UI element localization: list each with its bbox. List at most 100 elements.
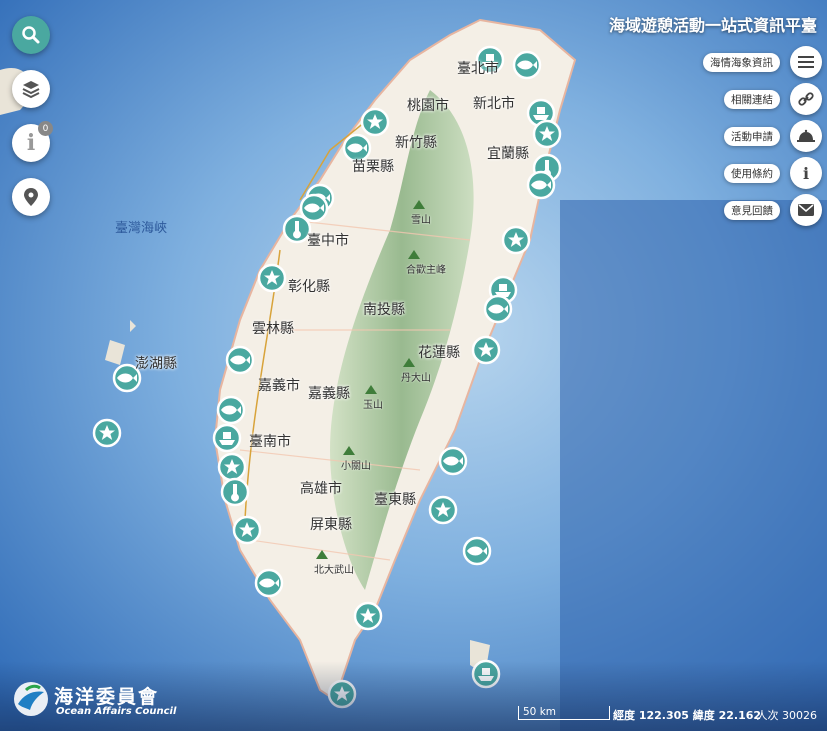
place-label: 南投縣 [363, 302, 405, 318]
place-label: 澎湖縣 [135, 356, 177, 372]
deep-sea-area [560, 200, 827, 731]
search-button[interactable] [12, 16, 50, 54]
fish-marker[interactable] [216, 395, 246, 425]
fish-marker[interactable] [512, 50, 542, 80]
place-label: 嘉義縣 [308, 386, 350, 402]
star-marker[interactable] [217, 452, 247, 482]
fish-marker[interactable] [342, 133, 372, 163]
star-icon [360, 608, 376, 623]
boat-marker[interactable] [212, 423, 242, 453]
logo-english-name: Ocean Affairs Council [56, 706, 177, 717]
mountain-peak-icon [413, 200, 425, 209]
menu-icon[interactable] [790, 46, 822, 78]
star-icon [99, 425, 115, 440]
app-title: 海域遊憩活動一站式資訊平臺 [608, 16, 817, 35]
fish-icon [117, 373, 137, 383]
place-label: 苗栗縣 [352, 159, 394, 175]
star-marker[interactable] [532, 119, 562, 149]
info-icon[interactable]: i [790, 157, 822, 189]
sea-label: 臺灣海峽 [115, 221, 168, 236]
star-marker[interactable] [360, 107, 390, 137]
place-label: 桃園市 [407, 98, 449, 114]
fish-icon [304, 203, 324, 213]
boat-marker[interactable] [475, 45, 505, 75]
place-label: 臺南市 [249, 434, 291, 450]
layers-button[interactable] [12, 70, 50, 108]
info-icon: i [26, 130, 36, 156]
penghu-islands [105, 320, 136, 365]
fish-icon [221, 405, 241, 415]
menu-label[interactable]: 海情海象資訊 [703, 53, 780, 72]
star-marker[interactable] [471, 335, 501, 365]
menu-item-ocean-weather[interactable]: 海情海象資訊 [682, 46, 822, 78]
location-pin-icon [24, 188, 38, 206]
mountain-peak-icon [408, 250, 420, 259]
info-button[interactable]: i 0 [12, 121, 53, 162]
menu-label[interactable]: 意見回饋 [724, 201, 780, 220]
mountain-peak-icon [403, 358, 415, 367]
star-icon [264, 270, 280, 285]
place-label: 高雄市 [300, 481, 342, 497]
boat-icon [495, 284, 511, 297]
star-icon [508, 232, 524, 247]
fish-marker[interactable] [112, 363, 142, 393]
mountain-label: 丹大山 [401, 373, 431, 384]
fish-marker[interactable] [483, 294, 513, 324]
thermo-icon [293, 221, 301, 239]
fish-icon [517, 60, 537, 70]
mountain-label: 小關山 [341, 461, 371, 472]
layers-icon [22, 81, 40, 99]
mountain-label: 雪山 [411, 215, 431, 226]
fish-marker[interactable] [225, 345, 255, 375]
menu-item-activity-apply[interactable]: 活動申請 [682, 120, 822, 152]
fish-marker[interactable] [254, 568, 284, 598]
central-mountain-range [330, 90, 474, 590]
star-marker[interactable] [501, 225, 531, 255]
menu-item-terms[interactable]: 使用條約 i [682, 157, 822, 189]
visitor-count: 人次 30026 [756, 709, 818, 722]
thermo-marker[interactable] [220, 477, 250, 507]
info-badge: 0 [38, 121, 53, 136]
star-marker[interactable] [232, 515, 262, 545]
boat-icon [219, 432, 235, 445]
fish-marker[interactable] [299, 193, 329, 223]
menu-label[interactable]: 相關連結 [724, 90, 780, 109]
star-marker[interactable] [428, 495, 458, 525]
star-icon [539, 126, 555, 141]
ocean-affairs-council-logo[interactable]: 海洋委員會 Ocean Affairs Council [12, 680, 176, 722]
fish-icon [488, 304, 508, 314]
place-label: 屏東縣 [310, 517, 352, 533]
star-icon [435, 502, 451, 517]
menu-label[interactable]: 活動申請 [724, 127, 780, 146]
boat-marker[interactable] [471, 659, 501, 689]
location-button[interactable] [12, 178, 50, 216]
fish-marker[interactable] [526, 170, 556, 200]
thermo-marker[interactable] [532, 153, 562, 183]
thermo-marker[interactable] [282, 214, 312, 244]
mail-icon[interactable] [790, 194, 822, 226]
star-marker[interactable] [92, 418, 122, 448]
mountain-label: 合歡主峰 [406, 265, 446, 276]
star-marker[interactable] [327, 679, 357, 709]
boat-marker[interactable] [526, 98, 556, 128]
fish-icon [347, 143, 367, 153]
coordinates-readout: 經度 122.305 緯度 22.162 [613, 709, 762, 722]
star-marker[interactable] [353, 601, 383, 631]
bell-icon[interactable] [790, 120, 822, 152]
logo-chinese-name: 海洋委員會 [54, 686, 160, 708]
link-icon[interactable] [790, 83, 822, 115]
menu-label[interactable]: 使用條約 [724, 164, 780, 183]
boat-icon [533, 107, 549, 120]
fish-marker[interactable] [438, 446, 468, 476]
place-label: 雲林縣 [252, 321, 294, 337]
place-label: 嘉義市 [258, 378, 300, 394]
star-marker[interactable] [257, 263, 287, 293]
place-label: 臺中市 [307, 233, 349, 249]
menu-item-feedback[interactable]: 意見回饋 [682, 194, 822, 226]
fish-icon [467, 546, 487, 556]
fish-icon [230, 355, 250, 365]
fish-marker[interactable] [462, 536, 492, 566]
star-icon [239, 522, 255, 537]
place-label: 臺北市 [457, 61, 499, 77]
menu-item-related-links[interactable]: 相關連結 [682, 83, 822, 115]
